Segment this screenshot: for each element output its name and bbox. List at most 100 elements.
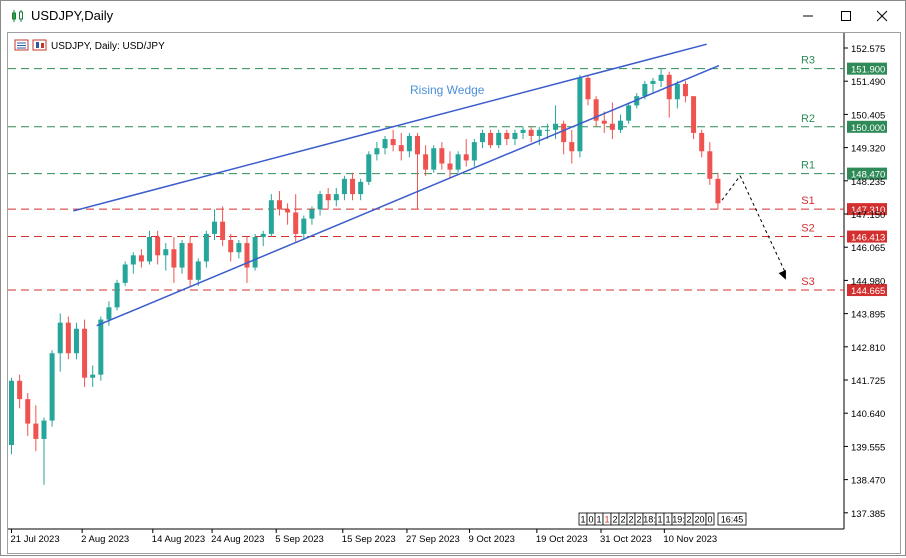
candle bbox=[634, 93, 640, 109]
candle bbox=[593, 96, 599, 127]
candle bbox=[699, 129, 705, 158]
maximize-button[interactable] bbox=[831, 5, 861, 27]
candle bbox=[463, 139, 469, 167]
candle-body bbox=[9, 380, 14, 446]
wedge-upper-trendline[interactable] bbox=[73, 43, 707, 212]
candle bbox=[536, 126, 542, 146]
title-bar[interactable]: USDJPY,Daily bbox=[1, 1, 905, 31]
candle bbox=[707, 142, 713, 185]
price-tick-label: 142.810 bbox=[851, 343, 885, 354]
price-tick-label: 146.065 bbox=[851, 243, 885, 254]
candle-body bbox=[512, 132, 518, 140]
scale-cell-label: 1 bbox=[665, 515, 670, 525]
candle bbox=[301, 215, 307, 241]
candle bbox=[49, 350, 55, 427]
minimize-button[interactable] bbox=[793, 5, 823, 27]
close-button[interactable] bbox=[867, 5, 897, 27]
candle-body bbox=[536, 129, 542, 136]
candle-body bbox=[57, 322, 63, 354]
wedge-label: Rising Wedge bbox=[410, 83, 485, 97]
candle bbox=[577, 74, 583, 158]
wedge-lower-trendline[interactable] bbox=[96, 64, 720, 327]
candle bbox=[658, 68, 664, 88]
candle bbox=[155, 230, 161, 265]
candle-body bbox=[439, 148, 445, 164]
price-axis[interactable]: 151.900 150.000 148.470 147.310 146.413 144.6… bbox=[844, 44, 887, 520]
candle-body bbox=[650, 80, 656, 84]
candle bbox=[504, 129, 510, 146]
candle-body bbox=[471, 142, 477, 161]
candle-body bbox=[479, 132, 485, 143]
candle-body bbox=[415, 135, 420, 155]
window-title: USDJPY,Daily bbox=[31, 8, 114, 23]
rising-wedge[interactable] bbox=[73, 43, 720, 327]
scale-cell-label: 1 bbox=[580, 515, 585, 525]
level-price-tag-s2: 146.413 bbox=[851, 233, 885, 244]
scale-cell-label: 2 bbox=[620, 515, 625, 525]
level-price-tag-r1: 148.470 bbox=[851, 170, 885, 181]
price-tick-label: 152.575 bbox=[851, 44, 885, 55]
candle-body bbox=[682, 83, 688, 97]
candle-body bbox=[569, 142, 575, 152]
candle-body bbox=[658, 74, 664, 81]
candle bbox=[138, 249, 144, 268]
level-price-tag-r3: 151.900 bbox=[851, 65, 885, 76]
candle-body bbox=[455, 154, 461, 170]
candle bbox=[187, 236, 193, 286]
price-chart[interactable]: USDJPY, Daily: USD/JPY R3 R2 R1 S1 S2 S3 Risi… bbox=[8, 33, 900, 553]
chart-symbol-label: USDJPY, Daily: USD/JPY bbox=[51, 41, 165, 52]
candle-body bbox=[601, 120, 607, 124]
candle bbox=[682, 80, 688, 103]
date-tick-label: 19 Oct 2023 bbox=[536, 534, 588, 545]
level-name-s1: S1 bbox=[801, 195, 814, 207]
projection-arrow[interactable] bbox=[721, 175, 787, 280]
candle bbox=[341, 175, 347, 201]
candle-body bbox=[252, 236, 258, 268]
level-price-tag-r2: 150.000 bbox=[851, 123, 885, 134]
candle-body bbox=[496, 132, 502, 146]
candle-body bbox=[715, 178, 721, 204]
scale-cell-label: 20 bbox=[694, 515, 704, 525]
price-tick-label: 150.405 bbox=[851, 110, 885, 121]
candle-body bbox=[65, 322, 71, 354]
level-name-s3: S3 bbox=[801, 276, 814, 288]
candle bbox=[98, 316, 104, 381]
level-price-tag-bg bbox=[847, 167, 887, 180]
candle bbox=[220, 206, 226, 247]
candle bbox=[171, 236, 177, 283]
plot-area bbox=[8, 33, 844, 529]
candle-body bbox=[268, 200, 274, 234]
candle-body bbox=[374, 148, 380, 155]
scale-cell-label: 1 bbox=[596, 515, 601, 525]
level-price-tag-bg bbox=[847, 230, 887, 243]
candle-body bbox=[155, 236, 161, 256]
time-cell-label: 16:45 bbox=[721, 515, 744, 525]
candle bbox=[195, 258, 201, 286]
candle-body bbox=[561, 123, 567, 143]
projection-segment-up bbox=[721, 175, 741, 201]
candle bbox=[626, 102, 632, 124]
candle-body bbox=[25, 399, 31, 424]
scale-cell-label: 0 bbox=[588, 515, 593, 525]
candle bbox=[561, 120, 567, 155]
candle-body bbox=[463, 154, 469, 161]
price-tick-label: 138.470 bbox=[851, 476, 885, 487]
candle bbox=[585, 74, 591, 106]
candle-body bbox=[98, 319, 104, 375]
candle bbox=[25, 393, 31, 436]
candle bbox=[398, 132, 404, 161]
candle bbox=[163, 243, 169, 271]
candle-body bbox=[642, 83, 648, 97]
candle-body bbox=[488, 132, 494, 146]
chart-area[interactable]: USDJPY, Daily: USD/JPY R3 R2 R1 S1 S2 S3 Risi… bbox=[7, 32, 901, 554]
candle-body bbox=[350, 178, 356, 195]
candle-body bbox=[398, 145, 404, 152]
candle-body bbox=[333, 194, 339, 201]
candle-body bbox=[220, 221, 226, 241]
candle bbox=[276, 191, 282, 216]
chart-properties-icon[interactable] bbox=[32, 39, 47, 51]
price-tick-label: 143.895 bbox=[851, 310, 885, 321]
scale-cell-label: 19: bbox=[672, 515, 685, 525]
time-axis[interactable]: 21 Jul 2023 2 Aug 2023 14 Aug 2023 24 Aug 2… bbox=[11, 529, 718, 545]
indicator-list-icon[interactable] bbox=[14, 39, 29, 51]
